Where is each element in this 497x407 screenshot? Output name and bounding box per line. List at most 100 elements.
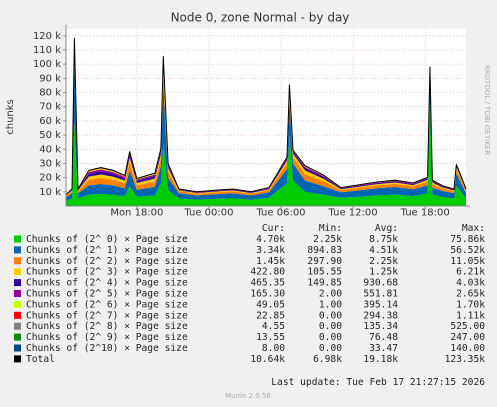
legend-stat: 56.52k xyxy=(450,245,485,256)
legend-stat: 2.00 xyxy=(319,289,342,300)
y-tick-label: 110 k xyxy=(33,45,61,56)
last-update: Last update: Tue Feb 17 21:27:15 2026 xyxy=(271,377,485,388)
legend-swatch xyxy=(14,268,21,276)
legend-swatch xyxy=(14,300,21,308)
legend-stat: 13.55 xyxy=(256,332,285,343)
legend-stat: 0.00 xyxy=(319,332,342,343)
footer: Munin 2.0.56 xyxy=(225,392,271,400)
x-tick-label: Tue 00:00 xyxy=(183,208,233,219)
area xyxy=(66,57,466,201)
area xyxy=(66,39,466,196)
legend-stat: 1.11k xyxy=(456,310,485,321)
legend-swatch xyxy=(14,333,21,341)
chart-title: Node 0, zone Normal - by day xyxy=(171,11,350,25)
legend-stat: 465.35 xyxy=(250,278,285,289)
legend-label: Chunks of (2^ 0) × Page size xyxy=(26,234,188,245)
stats-header: Max: xyxy=(462,223,485,234)
legend-stat: 1.45k xyxy=(256,256,285,267)
y-tick-label: 80 k xyxy=(39,88,61,99)
legend-stat: 6.98k xyxy=(313,354,342,365)
legend-stat: 33.47 xyxy=(369,343,398,354)
legend-stat: 1.25k xyxy=(369,267,398,278)
legend-label: Chunks of (2^ 7) × Page size xyxy=(26,310,188,321)
area xyxy=(66,41,466,197)
y-tick-label: 70 k xyxy=(39,102,61,113)
y-tick-label: 90 k xyxy=(39,73,61,84)
legend-swatch xyxy=(14,279,21,287)
legend-label: Chunks of (2^ 9) × Page size xyxy=(26,332,188,343)
legend-stat: 2.65k xyxy=(456,289,485,300)
legend-swatch xyxy=(14,290,21,297)
legend-stat: 149.85 xyxy=(307,278,342,289)
total-line xyxy=(65,37,467,195)
legend-swatch xyxy=(14,355,21,363)
legend-stat: 76.48 xyxy=(369,332,398,343)
legend-stat: 1.70k xyxy=(456,299,485,310)
x-tick-label: Mon 18:00 xyxy=(110,208,163,219)
legend-swatch xyxy=(14,322,21,330)
legend-stat: 10.64k xyxy=(250,354,285,365)
y-tick-label: 20 k xyxy=(39,173,61,184)
legend-swatch xyxy=(14,257,21,265)
stats-header: Cur: xyxy=(262,223,285,234)
legend-stat: 422.80 xyxy=(250,267,285,278)
legend-label: Chunks of (2^ 8) × Page size xyxy=(26,321,188,332)
y-tick-label: 120 k xyxy=(33,31,61,42)
y-tick-label: 40 k xyxy=(39,144,61,155)
area xyxy=(66,99,466,206)
x-tick-label: Tue 12:00 xyxy=(328,208,378,219)
legend-stat: 1.00 xyxy=(319,299,342,310)
legend-stat: 4.51k xyxy=(369,245,398,256)
legend-label: Total xyxy=(26,354,55,365)
legend-stat: 105.55 xyxy=(307,267,342,278)
legend-stat: 123.35k xyxy=(445,354,486,365)
legend-stat: 0.00 xyxy=(319,321,342,332)
legend-swatch xyxy=(14,344,21,352)
legend-label: Chunks of (2^ 2) × Page size xyxy=(26,256,188,267)
legend-stat: 0.00 xyxy=(319,310,342,321)
y-tick-label: 100 k xyxy=(33,59,61,70)
x-tick-label: Tue 18:00 xyxy=(400,208,450,219)
legend-stat: 11.05k xyxy=(450,256,485,267)
legend-stat: 551.81 xyxy=(363,289,398,300)
legend-stat: 135.34 xyxy=(363,321,398,332)
stats-header: Avg: xyxy=(375,223,398,234)
legend-stat: 297.90 xyxy=(307,256,342,267)
legend-stat: 4.03k xyxy=(456,278,485,289)
y-tick-label: 60 k xyxy=(39,116,61,127)
legend-label: Chunks of (2^ 3) × Page size xyxy=(26,267,188,278)
legend-stat: 930.68 xyxy=(363,278,398,289)
legend-stat: 0.00 xyxy=(319,343,342,354)
legend-stat: 49.05 xyxy=(256,299,285,310)
legend-label: Chunks of (2^ 1) × Page size xyxy=(26,245,188,256)
legend-stat: 6.21k xyxy=(456,267,485,278)
legend-stat: 4.55 xyxy=(262,321,285,332)
legend-stat: 3.34k xyxy=(256,245,285,256)
legend-stat: 247.00 xyxy=(450,332,485,343)
legend-stat: 2.25k xyxy=(313,234,342,245)
legend-stat: 894.83 xyxy=(307,245,342,256)
legend-stat: 19.18k xyxy=(363,354,398,365)
legend-stat: 294.38 xyxy=(363,310,398,321)
legend-stat: 8.75k xyxy=(369,234,398,245)
legend-stat: 140.00 xyxy=(450,343,485,354)
legend-stat: 165.30 xyxy=(250,289,285,300)
side-note: RRDTOOL / TOBI OETIKER xyxy=(483,65,491,155)
legend-stat: 2.25k xyxy=(369,256,398,267)
legend-stat: 75.86k xyxy=(450,234,485,245)
legend-stat: 525.00 xyxy=(450,321,485,332)
y-tick-label: 50 k xyxy=(39,130,61,141)
legend-swatch xyxy=(14,311,21,319)
legend-stat: 395.14 xyxy=(363,299,398,310)
legend-label: Chunks of (2^ 6) × Page size xyxy=(26,299,188,310)
y-axis-label: chunks xyxy=(5,99,16,135)
legend-label: Chunks of (2^ 4) × Page size xyxy=(26,278,188,289)
x-tick-label: Tue 06:00 xyxy=(255,208,305,219)
legend-swatch xyxy=(14,246,21,254)
stats-header: Min: xyxy=(319,223,342,234)
legend-swatch xyxy=(14,235,21,243)
y-tick-label: 30 k xyxy=(39,158,61,169)
legend-stat: 4.70k xyxy=(256,234,285,245)
y-tick-label: 10 k xyxy=(39,187,61,198)
